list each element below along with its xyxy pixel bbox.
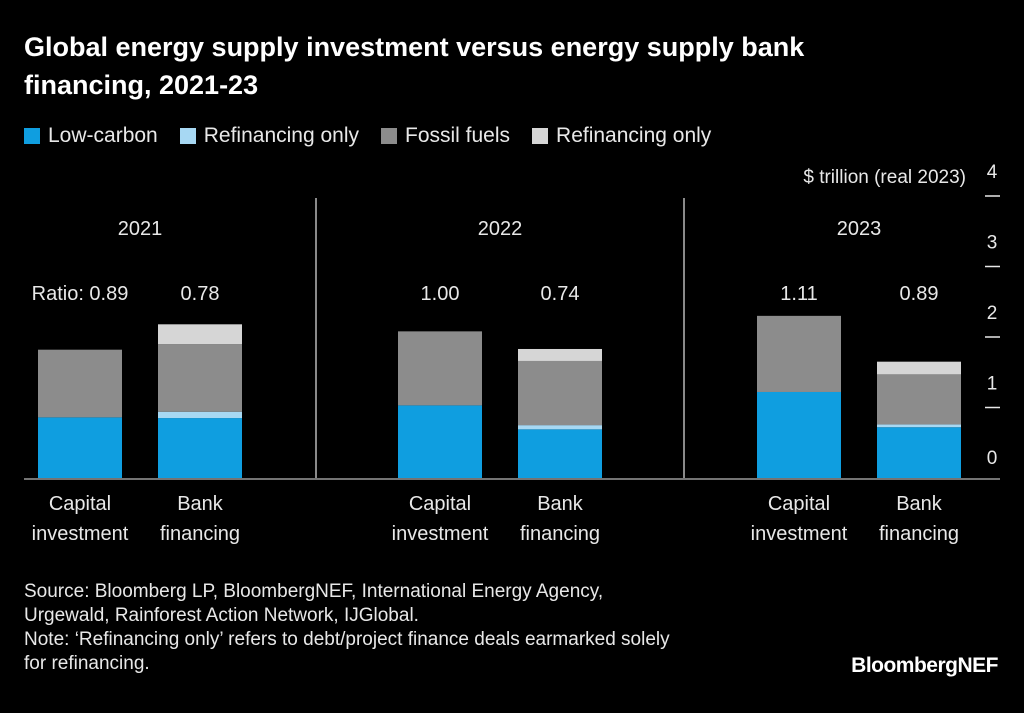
bar-label-2022-capital-line-1: Capital [409,493,471,515]
bar-2023-capital-segment-0 [757,391,841,478]
bar-2021-capital-segment-2 [38,349,122,418]
bar-label-2023-bank-line-1: Bank [896,493,943,515]
year-label-2023: 2023 [837,218,882,240]
bar-2022-bank-segment-2 [518,360,602,426]
bar-label-2021-bank-line-2: financing [160,523,240,545]
ratio-label-capital-2022: 1.00 [421,283,460,305]
bar-2022-bank-segment-3 [518,348,602,361]
source-line-2: Urgewald, Rainforest Action Network, IJG… [24,605,419,626]
bar-2021-bank-segment-0 [158,418,242,478]
ratio-label-bank-2021: 0.78 [181,283,220,305]
note-line-2: for refinancing. [24,653,150,674]
legend-swatch-fossil-fuels [381,128,397,144]
legend-item-refinancing-fossil: Refinancing only [532,124,711,148]
ratio-label-bank-2023: 0.89 [900,283,939,305]
legend-label-refinancing-low-carbon: Refinancing only [203,124,359,147]
bar-label-2023-capital-line-1: Capital [768,493,830,515]
y-tick-label-3: 3 [987,233,998,254]
y-tick-label-1: 1 [987,374,998,395]
y-tick-label-4: 4 [987,162,998,183]
bar-label-2023-capital-line-2: investment [751,523,848,545]
year-label-2022: 2022 [478,218,523,240]
bar-2023-bank-segment-2 [877,374,961,425]
chart-title: Global energy supply investment versus e… [24,32,805,100]
ratio-label-capital-2021: Ratio: 0.89 [32,283,129,305]
bar-2022-bank-segment-1 [518,425,602,430]
bar-label-2022-bank-line-1: Bank [537,493,584,515]
bar-label-2021-bank-line-1: Bank [177,493,224,515]
bar-2023-bank-segment-3 [877,361,961,375]
bar-2023-bank-segment-0 [877,427,961,478]
ratio-label-bank-2022: 0.74 [541,283,580,305]
bar-2022-bank-segment-0 [518,429,602,478]
legend-item-refinancing-low-carbon: Refinancing only [179,124,359,148]
legend-label-low-carbon: Low-carbon [48,124,158,147]
bar-label-2021-capital-line-1: Capital [49,493,111,515]
legend-swatch-refinancing-low-carbon [179,128,196,144]
bar-label-2021-capital-line-2: investment [32,523,129,545]
bar-2021-bank-segment-3 [158,324,242,345]
legend-label-refinancing-fossil: Refinancing only [556,124,712,147]
bar-label-2022-capital-line-2: investment [392,523,489,545]
brand-logo-text: BloombergNEF [851,654,998,677]
legend-swatch-low-carbon [24,128,40,144]
bar-2023-bank-segment-1 [877,424,961,428]
y-tick-label-0: 0 [987,448,998,469]
ratio-label-capital-2023: 1.11 [780,283,817,305]
year-label-2021: 2021 [118,218,163,240]
bar-2022-capital-segment-2 [398,331,482,406]
bar-2023-capital-segment-2 [757,315,841,392]
footnote: Source: Bloomberg LP, BloombergNEF, Inte… [24,580,824,676]
y-tick-label-2: 2 [987,303,998,324]
bar-2021-bank-segment-1 [158,411,242,419]
legend-item-low-carbon: Low-carbon [24,124,158,148]
bar-2021-bank-segment-2 [158,344,242,412]
y-axis-unit-label: $ trillion (real 2023) [803,167,966,188]
legend-swatch-refinancing-fossil [532,128,549,144]
note-line-1: Note: ‘Refinancing only’ refers to debt/… [24,629,670,650]
legend: Low-carbon Refinancing only Fossil fuels… [24,124,733,148]
legend-item-fossil-fuels: Fossil fuels [381,124,510,148]
bar-label-2023-bank-line-2: financing [879,523,959,545]
legend-label-fossil-fuels: Fossil fuels [405,124,511,147]
bar-label-2022-bank-line-2: financing [520,523,600,545]
bar-2021-capital-segment-0 [38,417,122,478]
source-line-1: Source: Bloomberg LP, BloombergNEF, Inte… [24,581,604,602]
bar-2022-capital-segment-0 [398,405,482,478]
